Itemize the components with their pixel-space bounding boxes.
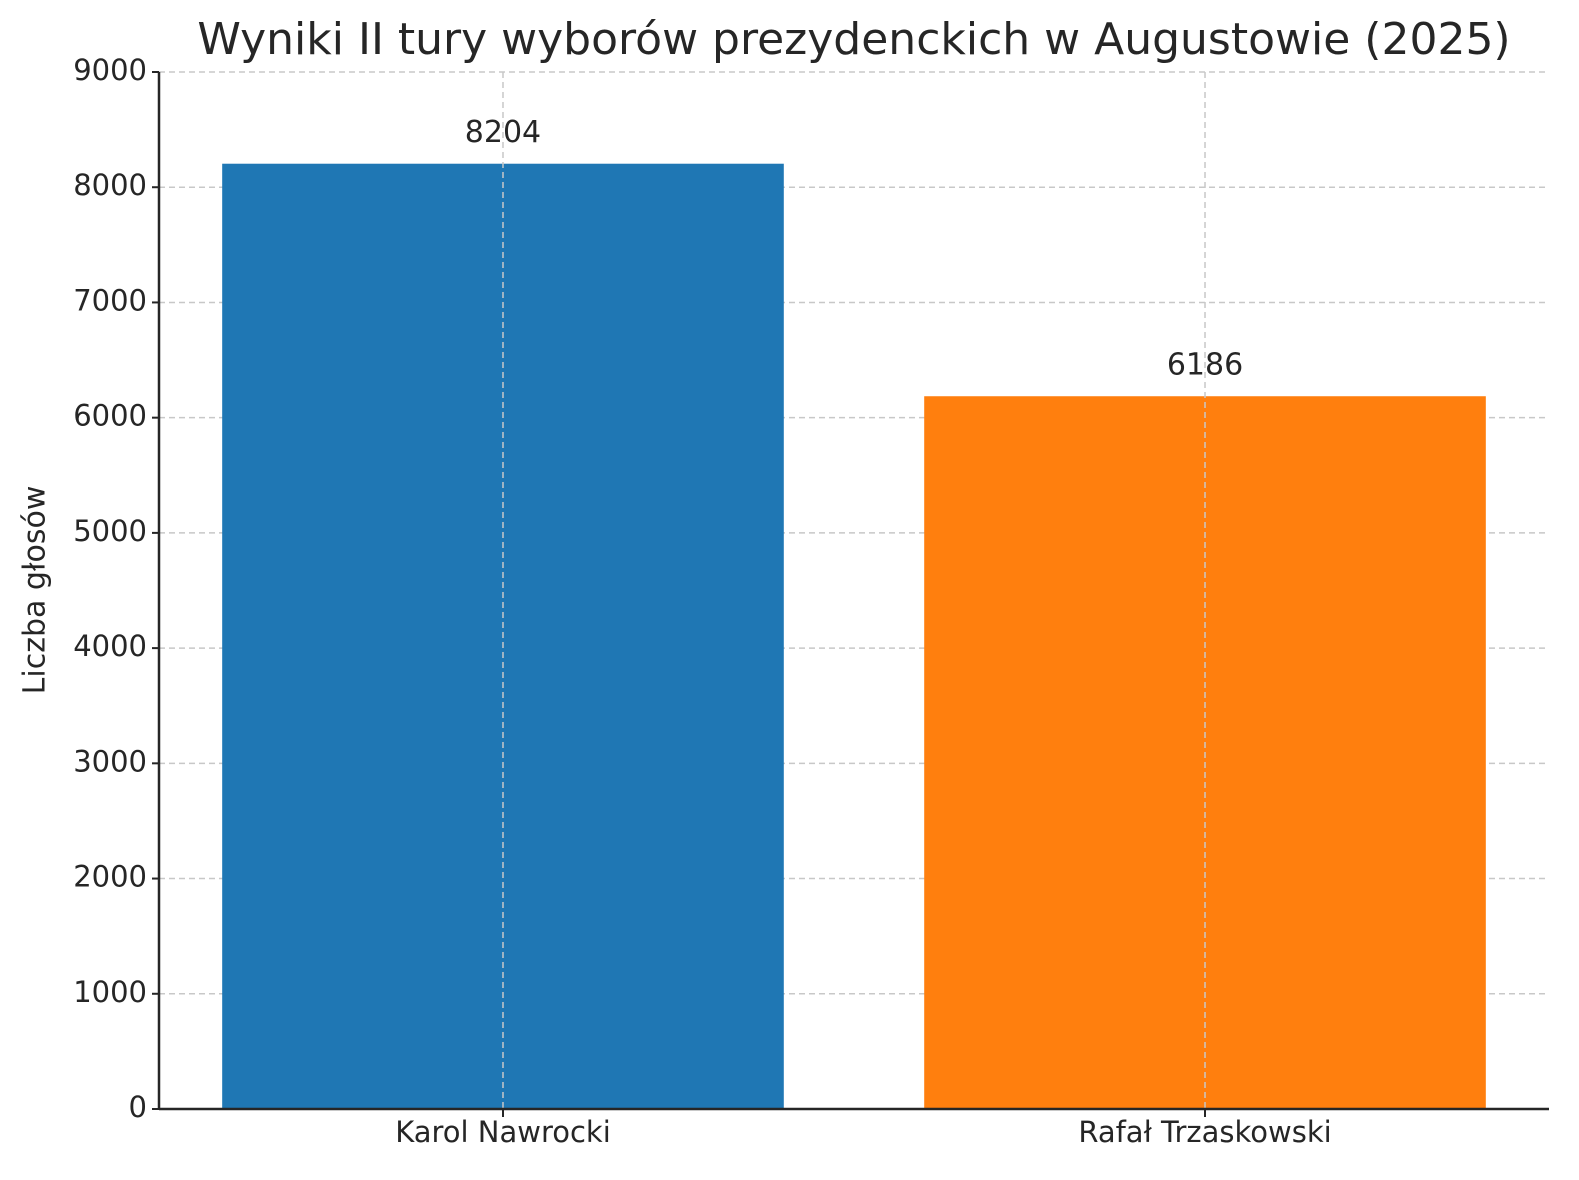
y-tick-label: 5000 <box>73 514 147 548</box>
y-tick-label: 6000 <box>73 399 147 433</box>
x-tick-label: Karol Nawrocki <box>395 1115 611 1149</box>
y-tick-label: 7000 <box>73 283 147 317</box>
y-axis-label: Liczba głosów <box>18 486 53 695</box>
y-tick-label: 9000 <box>73 53 147 87</box>
y-tick-label: 4000 <box>73 629 147 663</box>
chart-title: Wyniki II tury wyborów prezydenckich w A… <box>197 14 1510 65</box>
y-tick-label: 1000 <box>73 975 147 1009</box>
y-tick-label: 2000 <box>73 860 147 894</box>
y-tick-label: 3000 <box>73 744 147 778</box>
y-tick-label: 8000 <box>73 168 147 202</box>
y-tick-label: 0 <box>129 1090 147 1124</box>
x-tick-label: Rafał Trzaskowski <box>1078 1115 1331 1149</box>
